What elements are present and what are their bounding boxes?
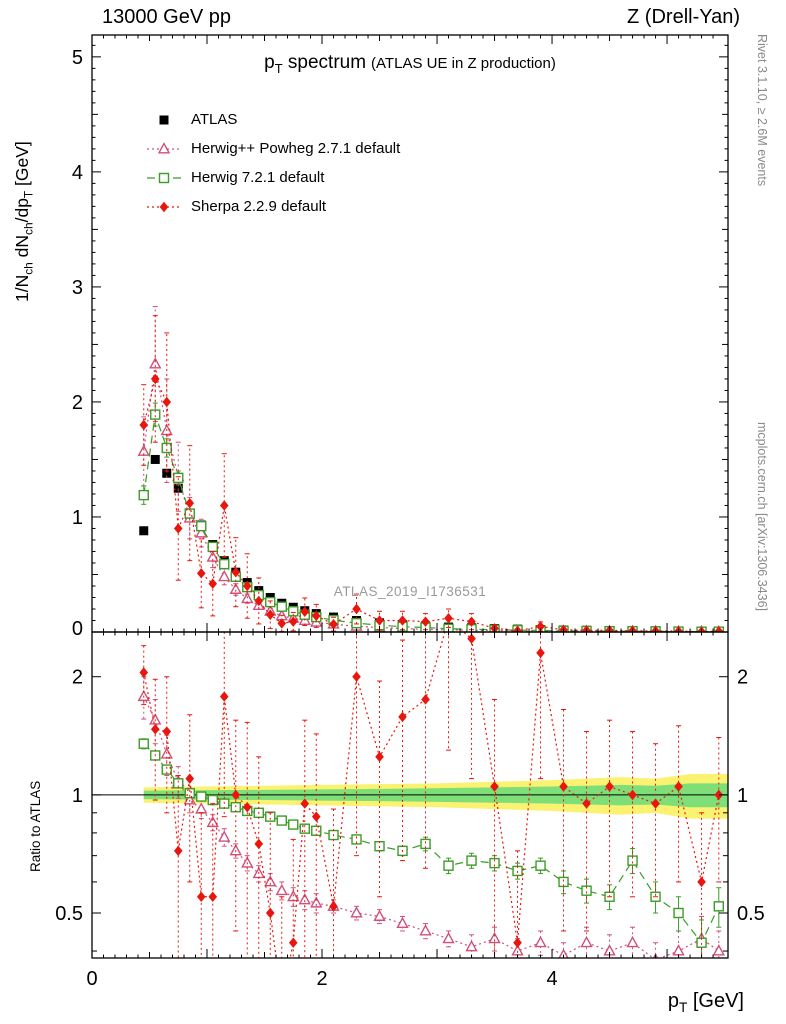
rivet-version-note: Rivet 3.1.10, ≥ 2.6M events (755, 34, 769, 187)
herwigpp-marker-icon (146, 141, 182, 157)
svg-text:1: 1 (72, 785, 83, 807)
legend-item-atlas: ATLAS (146, 108, 400, 131)
legend-item-sherpa: Sherpa 2.2.9 default (146, 195, 400, 218)
svg-text:2: 2 (72, 667, 83, 689)
header-beam-energy: 13000 GeV pp (102, 6, 231, 28)
legend-item-herwigpp-powheg: Herwig++ Powheg 2.7.1 default (146, 137, 400, 160)
svg-text:0.5: 0.5 (737, 903, 765, 925)
legend-label-herwigpp-powheg: Herwig++ Powheg 2.7.1 default (191, 140, 401, 157)
legend: ATLAS Herwig++ Powheg 2.7.1 default Herw… (146, 108, 400, 218)
y-axis-label: 1/Nch dNch/dpT [GeV] (12, 141, 36, 302)
svg-text:2: 2 (72, 392, 83, 414)
plot-title-main: pT spectrum (264, 52, 367, 76)
plot-title-note: (ATLAS UE in Z production) (371, 55, 556, 72)
sherpa-marker-icon (146, 199, 182, 215)
svg-text:0: 0 (72, 618, 83, 640)
svg-text:1: 1 (72, 507, 83, 529)
svg-text:2: 2 (316, 968, 327, 990)
header-process: Z (Drell-Yan) (627, 6, 740, 28)
legend-label-sherpa: Sherpa 2.2.9 default (191, 198, 327, 215)
x-axis-label: pT [GeV] (667, 990, 744, 1015)
plot-title: pT spectrum (ATLAS UE in Z production) (92, 52, 728, 76)
svg-text:4: 4 (72, 162, 83, 184)
ratio-axis-label: Ratio to ATLAS (28, 780, 43, 872)
herwig7-marker-icon (146, 170, 182, 186)
legend-item-herwig7: Herwig 7.2.1 default (146, 166, 400, 189)
svg-text:5: 5 (72, 47, 83, 69)
svg-text:3: 3 (72, 277, 83, 299)
svg-text:2: 2 (737, 667, 748, 689)
mcplots-arxiv-note: mcplots.cern.ch [arXiv:1306.3436] (755, 422, 769, 611)
svg-text:1: 1 (737, 785, 748, 807)
atlas-marker-icon (146, 112, 182, 128)
svg-text:0.5: 0.5 (55, 903, 83, 925)
svg-text:0: 0 (86, 968, 97, 990)
legend-label-atlas: ATLAS (191, 111, 238, 128)
analysis-watermark: ATLAS_2019_I1736531 (333, 584, 487, 599)
legend-label-herwig7: Herwig 7.2.1 default (191, 169, 325, 186)
svg-text:4: 4 (546, 968, 557, 990)
